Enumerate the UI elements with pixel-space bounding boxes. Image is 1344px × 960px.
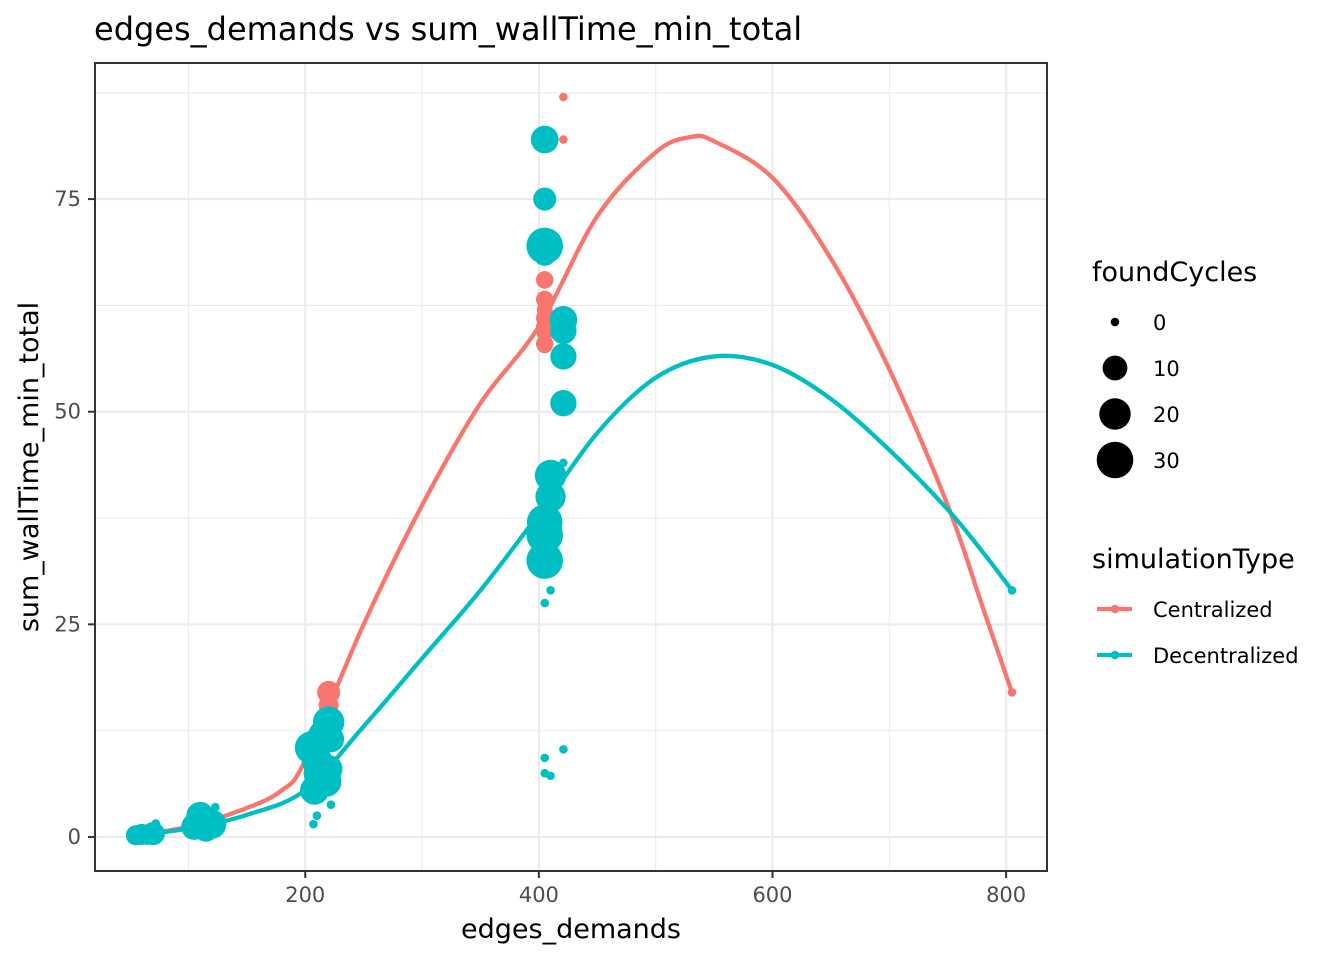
size-legend-label: 10 (1153, 357, 1180, 381)
color-legend-label: Decentralized (1153, 644, 1299, 668)
decentralized-point (526, 542, 564, 579)
centralized-fit-line (133, 133, 1015, 838)
y-axis-title: sum_wallTime_min_total (14, 302, 45, 632)
decentralized-point (540, 598, 550, 608)
decentralized-point (550, 343, 577, 370)
size-legend-key (1102, 355, 1128, 381)
color-legend-label: Centralized (1153, 598, 1273, 622)
y-tick-label: 0 (68, 825, 81, 849)
decentralized-point (197, 809, 227, 839)
decentralized-point (1007, 586, 1017, 595)
centralized-point (559, 135, 568, 144)
size-legend-label: 0 (1153, 311, 1166, 335)
decentralized-point (559, 458, 568, 468)
decentralized-point (141, 822, 165, 846)
color-legend-title: simulationType (1092, 544, 1295, 575)
decentralized-point (533, 187, 557, 211)
chart-title: edges_demands vs sum_wallTime_min_total (94, 10, 802, 48)
color-legend-items: Centralized Decentralized (1097, 598, 1299, 668)
data-points (125, 92, 1017, 846)
color-legend-dot (1110, 604, 1120, 614)
decentralized-point (300, 775, 330, 805)
x-tick-label: 400 (519, 883, 559, 907)
centralized-point (1007, 688, 1017, 697)
decentralized-point (550, 390, 577, 417)
size-legend-items: 0 10 20 30 (1096, 311, 1180, 479)
x-axis-title: edges_demands (461, 914, 681, 945)
x-tick-label: 800 (986, 883, 1026, 907)
size-legend-title: foundCycles (1092, 257, 1257, 288)
decentralized-point (309, 819, 318, 829)
decentralized-point (533, 242, 557, 266)
decentralized-point (526, 516, 564, 554)
y-tick-label: 25 (54, 612, 81, 636)
decentralized-point (550, 317, 577, 345)
axes: 200 400 600 800 0 25 50 75 (54, 187, 1026, 907)
decentralized-point (326, 800, 336, 809)
size-legend-key (1096, 441, 1134, 479)
decentralized-point (540, 753, 550, 763)
centralized-point (535, 271, 554, 289)
y-tick-label: 50 (54, 400, 81, 424)
decentralized-point (546, 586, 555, 595)
x-tick-label: 200 (285, 883, 325, 907)
size-legend-label: 20 (1153, 403, 1180, 427)
size-legend-key (1099, 398, 1131, 430)
decentralized-point (211, 802, 220, 812)
decentralized-point (559, 745, 568, 754)
panel-border (94, 62, 1048, 872)
decentralized-point (314, 755, 343, 783)
decentralized-point (535, 481, 566, 512)
decentralized-point (317, 726, 345, 753)
decentralized-point (151, 819, 161, 828)
decentralized-point (312, 811, 322, 821)
decentralized-point (546, 771, 555, 781)
panel-frame (94, 62, 1048, 872)
color-legend-dot (1110, 650, 1120, 660)
x-tick-label: 600 (752, 883, 792, 907)
y-tick-label: 75 (54, 187, 81, 211)
centralized-point (559, 92, 568, 102)
decentralized-point (534, 459, 567, 492)
decentralized-point (530, 125, 559, 154)
size-legend-label: 30 (1153, 449, 1180, 473)
centralized-point (536, 337, 553, 354)
size-legend-key (1110, 317, 1120, 327)
legend: foundCycles 0 10 20 30 simulationType Centr… (1092, 257, 1299, 668)
